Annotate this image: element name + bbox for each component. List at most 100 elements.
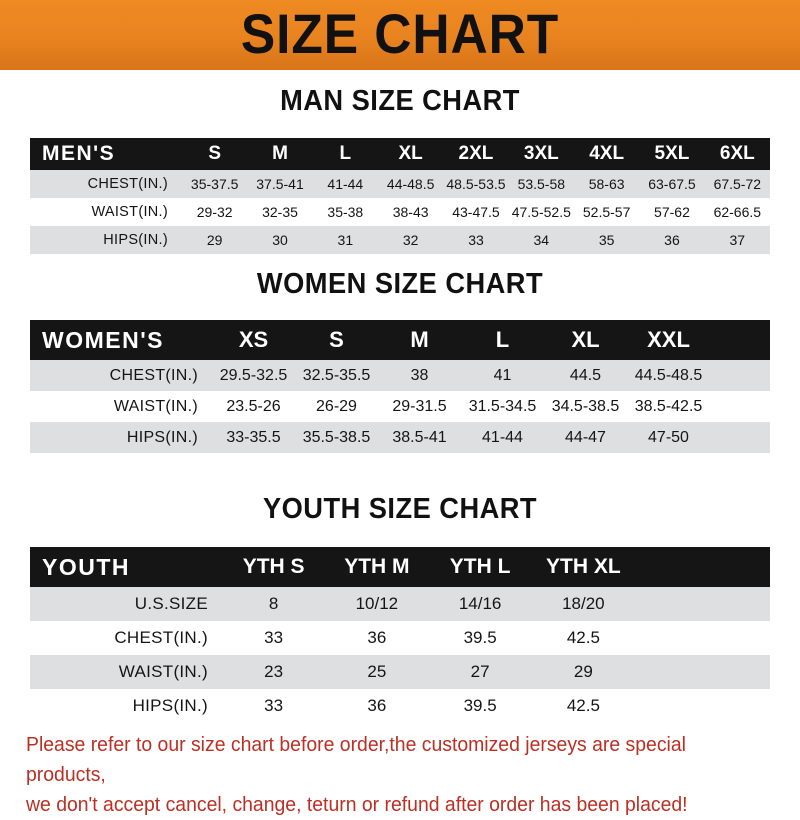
women-row-label-hips: HIPS(IN.) (126, 428, 198, 446)
table-cell: 67.5-72 (713, 176, 762, 192)
men-header-row: MEN'S S M L XL 2XL 3XL 4XL 5XL 6XL (30, 138, 770, 170)
youth-row-label-waist: WAIST(IN.) (118, 662, 208, 681)
footer-line-2: we don't accept cancel, change, teturn o… (26, 794, 688, 816)
youth-size-table: YOUTH YTH S YTH M YTH L YTH XL U.S.SIZE … (30, 547, 770, 723)
women-col-xs: XS (238, 327, 269, 352)
table-cell-spacer (710, 391, 770, 422)
table-cell: 39.5 (463, 696, 497, 715)
table-row: CHEST(IN.) 35-37.5 37.5-41 41-44 44-48.5… (30, 170, 770, 198)
men-col-6xl: 6XL (719, 143, 755, 164)
table-cell: 29 (573, 662, 593, 681)
table-cell: 29.5-32.5 (219, 366, 288, 384)
women-col-xxl: XXL (647, 327, 690, 352)
table-cell: 10/12 (355, 594, 399, 613)
youth-row-label-hips: HIPS(IN.) (132, 696, 208, 715)
table-cell: 57-62 (654, 204, 690, 220)
table-row: WAIST(IN.) 29-32 32-35 35-38 38-43 43-47… (30, 198, 770, 226)
table-cell: 34.5-38.5 (551, 397, 620, 415)
table-cell: 18/20 (562, 594, 605, 613)
men-table-header: MEN'S S M L XL 2XL 3XL 4XL 5XL 6XL (30, 138, 770, 170)
table-cell: 41-44 (327, 176, 364, 192)
table-row: HIPS(IN.) 33-35.5 35.5-38.5 38.5-41 41-4… (30, 422, 770, 453)
table-cell: 14/16 (458, 594, 502, 613)
page-title: SIZE CHART (240, 2, 560, 65)
youth-col-xl: YTH XL (546, 555, 621, 578)
women-col-spacer (710, 320, 770, 360)
table-cell: 32-35 (262, 204, 298, 220)
men-col-2xl: 2XL (458, 143, 494, 164)
table-cell: 35 (598, 232, 615, 248)
table-cell: 33 (264, 696, 284, 715)
table-cell: 29-31.5 (392, 397, 447, 415)
youth-row-label-chest: CHEST(IN.) (114, 628, 208, 647)
table-row: HIPS(IN.) 29 30 31 32 33 34 35 36 37 (30, 226, 770, 254)
women-col-l: L (495, 327, 510, 352)
table-cell: 32 (402, 232, 419, 248)
table-row: CHEST(IN.) 29.5-32.5 32.5-35.5 38 41 44.… (30, 360, 770, 391)
women-row-label-chest: CHEST(IN.) (109, 366, 198, 384)
table-cell: 35-38 (327, 204, 364, 220)
table-cell: 38 (410, 366, 429, 384)
men-row-label-chest: CHEST(IN.) (87, 176, 168, 192)
table-cell: 25 (367, 662, 387, 681)
youth-table-header: YOUTH YTH S YTH M YTH L YTH XL (30, 547, 770, 587)
table-cell: 33-35.5 (226, 428, 281, 446)
women-table-header: WOMEN'S XS S M L XL XXL (30, 320, 770, 360)
table-cell: 52.5-57 (582, 204, 631, 220)
table-cell: 48.5-53.5 (446, 176, 506, 192)
men-header-label: MEN'S (42, 142, 116, 165)
table-cell: 43-47.5 (452, 204, 500, 220)
table-cell: 23.5-26 (226, 397, 281, 415)
youth-header-label: YOUTH (42, 553, 130, 580)
table-cell: 42.5 (566, 628, 600, 647)
section-title-youth: YOUTH SIZE CHART (262, 493, 538, 525)
table-row: HIPS(IN.) 33 36 39.5 42.5 (30, 689, 770, 723)
table-cell: 33 (468, 232, 484, 248)
table-cell: 34 (533, 232, 550, 248)
table-cell: 38.5-42.5 (634, 397, 703, 415)
youth-row-label-ussize: U.S.SIZE (134, 594, 208, 613)
women-col-m: M (410, 327, 429, 352)
table-cell-spacer (710, 422, 770, 453)
table-cell: 44-47 (565, 428, 606, 446)
women-col-s: S (329, 327, 344, 352)
table-cell: 29-32 (196, 204, 233, 220)
table-cell: 36 (367, 696, 387, 715)
table-cell-spacer (635, 621, 770, 655)
women-table-body: CHEST(IN.) 29.5-32.5 32.5-35.5 38 41 44.… (30, 360, 770, 453)
table-cell: 31.5-34.5 (468, 397, 537, 415)
men-col-3xl: 3XL (523, 143, 559, 164)
table-cell: 47-50 (648, 428, 689, 446)
table-row: CHEST(IN.) 33 36 39.5 42.5 (30, 621, 770, 655)
table-cell: 53.5-58 (517, 176, 566, 192)
table-cell-spacer (635, 655, 770, 689)
men-col-xl: XL (398, 143, 423, 164)
table-cell: 36 (367, 628, 387, 647)
table-cell-spacer (635, 587, 770, 621)
women-row-label-waist: WAIST(IN.) (113, 397, 198, 415)
table-cell-spacer (635, 689, 770, 723)
men-col-m: M (272, 143, 288, 164)
youth-header-row: YOUTH YTH S YTH M YTH L YTH XL (30, 547, 770, 587)
youth-col-s: YTH S (242, 555, 305, 578)
table-cell: 30 (272, 232, 288, 248)
header-banner: SIZE CHART (0, 0, 800, 70)
table-cell: 39.5 (463, 628, 497, 647)
table-cell: 44.5 (569, 366, 602, 384)
table-cell: 38.5-41 (392, 428, 447, 446)
table-cell: 47.5-52.5 (511, 204, 571, 220)
table-cell: 62-66.5 (713, 204, 762, 220)
table-cell: 8 (268, 594, 279, 613)
men-col-5xl: 5XL (654, 143, 690, 164)
table-cell: 33 (264, 628, 284, 647)
men-table-body: CHEST(IN.) 35-37.5 37.5-41 41-44 44-48.5… (30, 170, 770, 254)
men-size-table: MEN'S S M L XL 2XL 3XL 4XL 5XL 6XL CHEST… (30, 138, 770, 254)
youth-col-spacer (635, 547, 770, 587)
table-cell: 35.5-38.5 (302, 428, 371, 446)
table-cell: 38-43 (392, 204, 429, 220)
section-title-man: MAN SIZE CHART (280, 85, 520, 117)
table-cell: 44.5-48.5 (634, 366, 703, 384)
women-header-row: WOMEN'S XS S M L XL XXL (30, 320, 770, 360)
table-cell: 32.5-35.5 (302, 366, 371, 384)
footer-line-1: Please refer to our size chart before or… (26, 734, 686, 786)
